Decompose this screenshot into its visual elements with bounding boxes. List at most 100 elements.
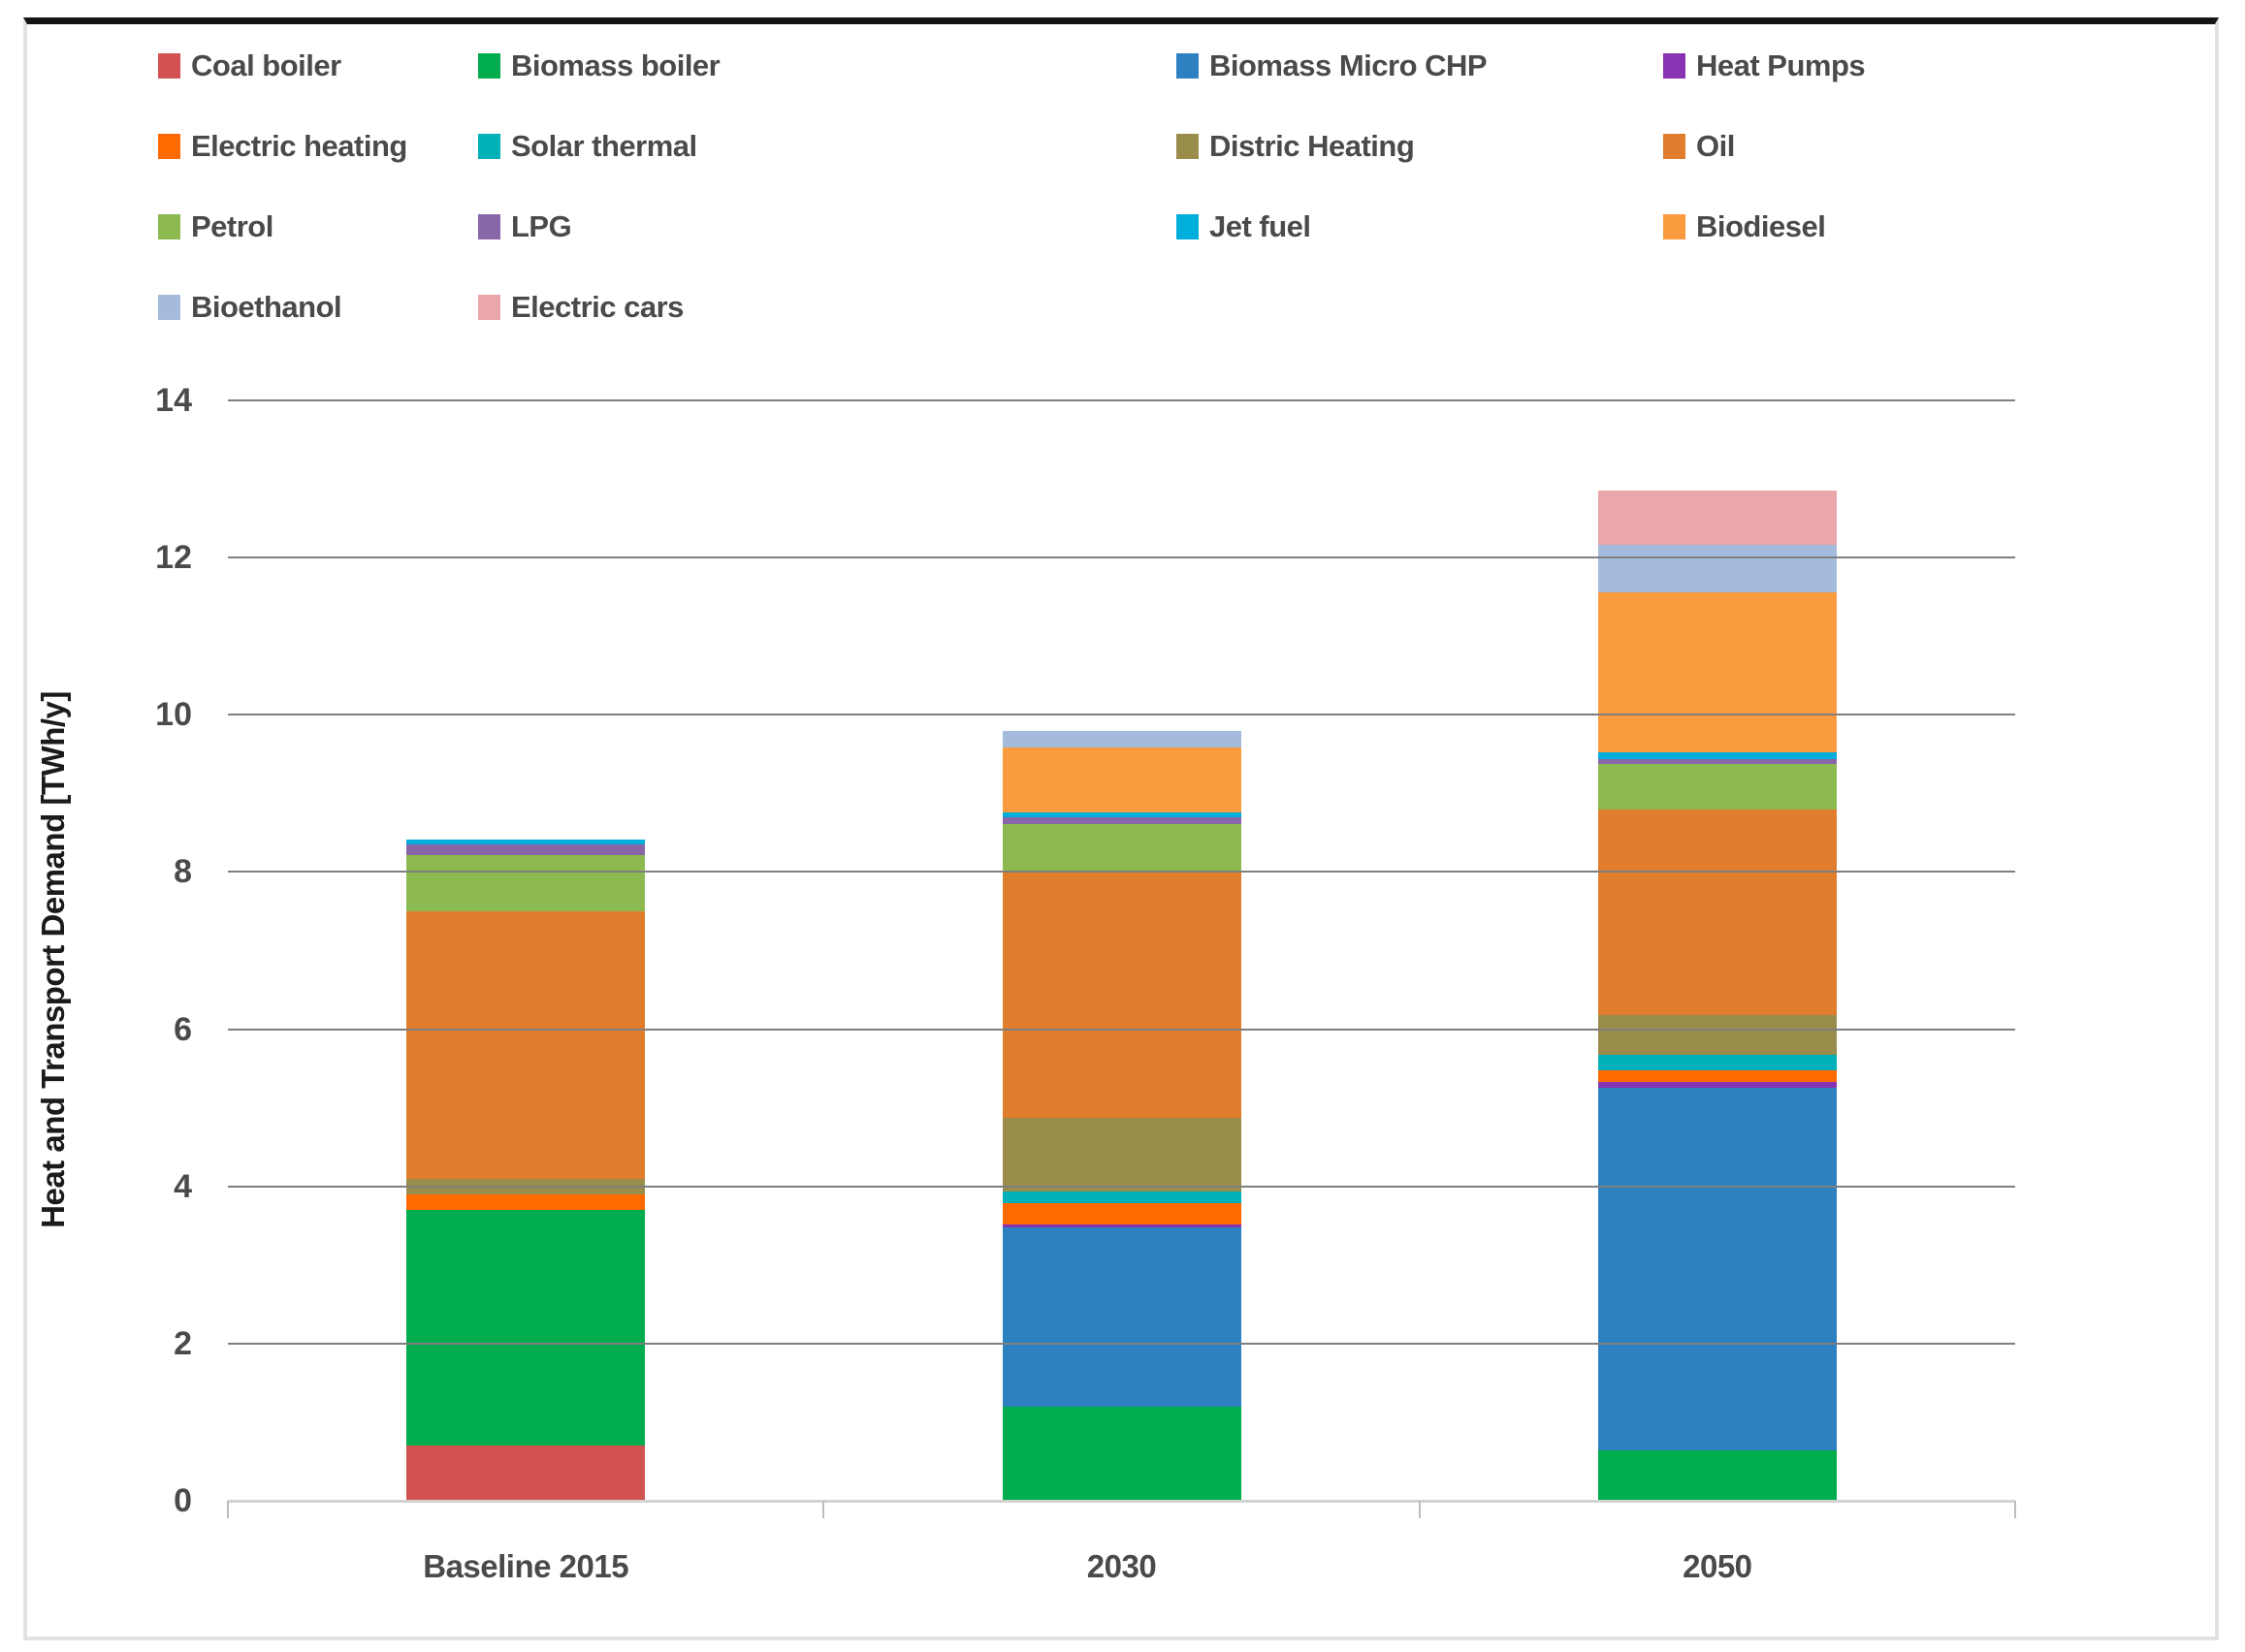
bar-segment-2050-heat-pumps: [1597, 1081, 1837, 1088]
legend-item-bioethanol: Bioethanol: [158, 288, 342, 327]
gridline-y12: [228, 556, 2015, 559]
chart-frame: [23, 17, 2219, 1640]
bar-2030: [1002, 0, 1241, 1501]
bar-segment-2050-petrol: [1597, 764, 1837, 810]
y-tick-label-8: 8: [174, 853, 192, 891]
legend-color-swatch: [478, 134, 500, 159]
x-tick-label-2030: 2030: [1086, 1548, 1157, 1584]
bar-segment-2050-electric-heating: [1597, 1069, 1837, 1082]
legend-item-biomass-boiler: Biomass boiler: [478, 47, 721, 85]
bar-segment-2050-electric-cars: [1597, 491, 1837, 546]
bar-segment-2050-biodiesel: [1597, 591, 1837, 753]
bar-segment-2030-biomass-micro-chp: [1002, 1226, 1241, 1407]
legend-color-swatch: [158, 295, 180, 320]
gridline-y8: [228, 871, 2015, 874]
legend-color-swatch: [1663, 214, 1685, 239]
legend-item-solar-thermal: Solar thermal: [478, 127, 697, 166]
legend-label: Electric cars: [511, 290, 684, 324]
bar-segment-2030-petrol: [1002, 823, 1241, 874]
legend-color-swatch: [1663, 134, 1685, 159]
x-tick-label-baseline-2015: Baseline 2015: [423, 1548, 629, 1584]
gridline-y10: [228, 714, 2015, 716]
legend-item-petrol: Petrol: [158, 207, 273, 246]
legend-label: Coal boiler: [191, 48, 341, 82]
x-axis-tick-mark: [1418, 1501, 1421, 1518]
legend-item-electric-heating: Electric heating: [158, 127, 407, 166]
bar-segment-baseline-2015-lpg: [406, 844, 646, 855]
legend-color-swatch: [1176, 53, 1199, 79]
bar-segment-2030-lpg: [1002, 816, 1241, 824]
y-tick-label-0: 0: [174, 1482, 192, 1519]
legend-item-coal-boiler: Coal boiler: [158, 47, 341, 85]
legend-label: Bioethanol: [191, 290, 342, 324]
legend-color-swatch: [158, 53, 180, 79]
bar-segment-2030-biodiesel: [1002, 747, 1241, 812]
bar-segment-baseline-2015-biomass-boiler: [406, 1210, 646, 1446]
bar-segment-2050-biomass-boiler: [1597, 1450, 1837, 1501]
legend-color-swatch: [478, 295, 500, 320]
bar-baseline-2015: [406, 0, 646, 1501]
y-tick-label-14: 14: [155, 382, 192, 419]
bar-segment-2050-solar-thermal: [1597, 1055, 1837, 1070]
x-axis-tick-mark: [2014, 1501, 2016, 1518]
x-axis-tick-mark: [822, 1501, 825, 1518]
legend-item-biomass-micro-chp: Biomass Micro CHP: [1176, 47, 1488, 85]
bar-segment-2030-solar-thermal: [1002, 1191, 1241, 1203]
y-tick-label-6: 6: [174, 1010, 192, 1048]
legend-color-swatch: [1663, 53, 1685, 79]
legend-label: Solar thermal: [511, 129, 697, 163]
bar-segment-2050-distric-heating: [1597, 1014, 1837, 1056]
legend-label: Electric heating: [191, 129, 407, 163]
bar-segment-2030-electric-heating: [1002, 1202, 1241, 1224]
legend-label: Distric Heating: [1209, 129, 1415, 163]
x-tick-label-2050: 2050: [1683, 1548, 1752, 1584]
legend-color-swatch: [1176, 214, 1199, 239]
legend-color-swatch: [478, 53, 500, 79]
bar-segment-2050-oil: [1597, 809, 1837, 1015]
gridline-y4: [228, 1185, 2015, 1188]
legend-label: Jet fuel: [1209, 209, 1311, 243]
legend-label: Biomass boiler: [511, 48, 721, 82]
legend-label: Biodiesel: [1696, 209, 1826, 243]
bar-segment-2030-bioethanol: [1002, 730, 1241, 748]
legend-item-distric-heating: Distric Heating: [1176, 127, 1415, 166]
bar-segment-2050-lpg: [1597, 758, 1837, 765]
legend-label: Heat Pumps: [1696, 48, 1866, 82]
legend-item-oil: Oil: [1663, 127, 1735, 166]
bar-segment-2030-distric-heating: [1002, 1118, 1241, 1191]
legend-color-swatch: [478, 214, 500, 239]
bar-segment-2030-jet-fuel: [1002, 811, 1241, 817]
y-axis-title: Heat and Transport Demand [TWh/y]: [35, 691, 71, 1228]
legend-item-heat-pumps: Heat Pumps: [1663, 47, 1866, 85]
bar-segment-2030-oil: [1002, 873, 1241, 1119]
legend-color-swatch: [1176, 134, 1199, 159]
y-tick-label-12: 12: [155, 539, 192, 577]
bar-segment-2030-heat-pumps: [1002, 1223, 1241, 1227]
bar-segment-baseline-2015-coal-boiler: [406, 1446, 646, 1501]
x-axis-line: [228, 1500, 2015, 1503]
legend-item-electric-cars: Electric cars: [478, 288, 684, 327]
x-axis-tick-mark: [227, 1501, 229, 1518]
bar-segment-2050-bioethanol: [1597, 545, 1837, 592]
gridline-y2: [228, 1342, 2015, 1345]
bar-segment-baseline-2015-electric-heating: [406, 1193, 646, 1211]
bar-2050: [1597, 0, 1837, 1501]
bar-segment-2030-biomass-boiler: [1002, 1406, 1241, 1501]
legend-item-jet-fuel: Jet fuel: [1176, 207, 1311, 246]
bar-segment-baseline-2015-petrol: [406, 854, 646, 911]
bar-segment-2050-biomass-micro-chp: [1597, 1087, 1837, 1451]
bar-segment-2050-jet-fuel: [1597, 752, 1837, 759]
legend-color-swatch: [158, 134, 180, 159]
gridline-y14: [228, 399, 2015, 401]
legend-label: Biomass Micro CHP: [1209, 48, 1488, 82]
legend-item-lpg: LPG: [478, 207, 572, 246]
legend-label: LPG: [511, 209, 572, 243]
legend-label: Oil: [1696, 129, 1735, 163]
gridline-y6: [228, 1028, 2015, 1031]
y-tick-label-2: 2: [174, 1324, 192, 1362]
bar-segment-baseline-2015-jet-fuel: [406, 840, 646, 845]
bar-segment-baseline-2015-oil: [406, 910, 646, 1179]
legend-label: Petrol: [191, 209, 273, 243]
y-tick-label-10: 10: [155, 696, 192, 734]
